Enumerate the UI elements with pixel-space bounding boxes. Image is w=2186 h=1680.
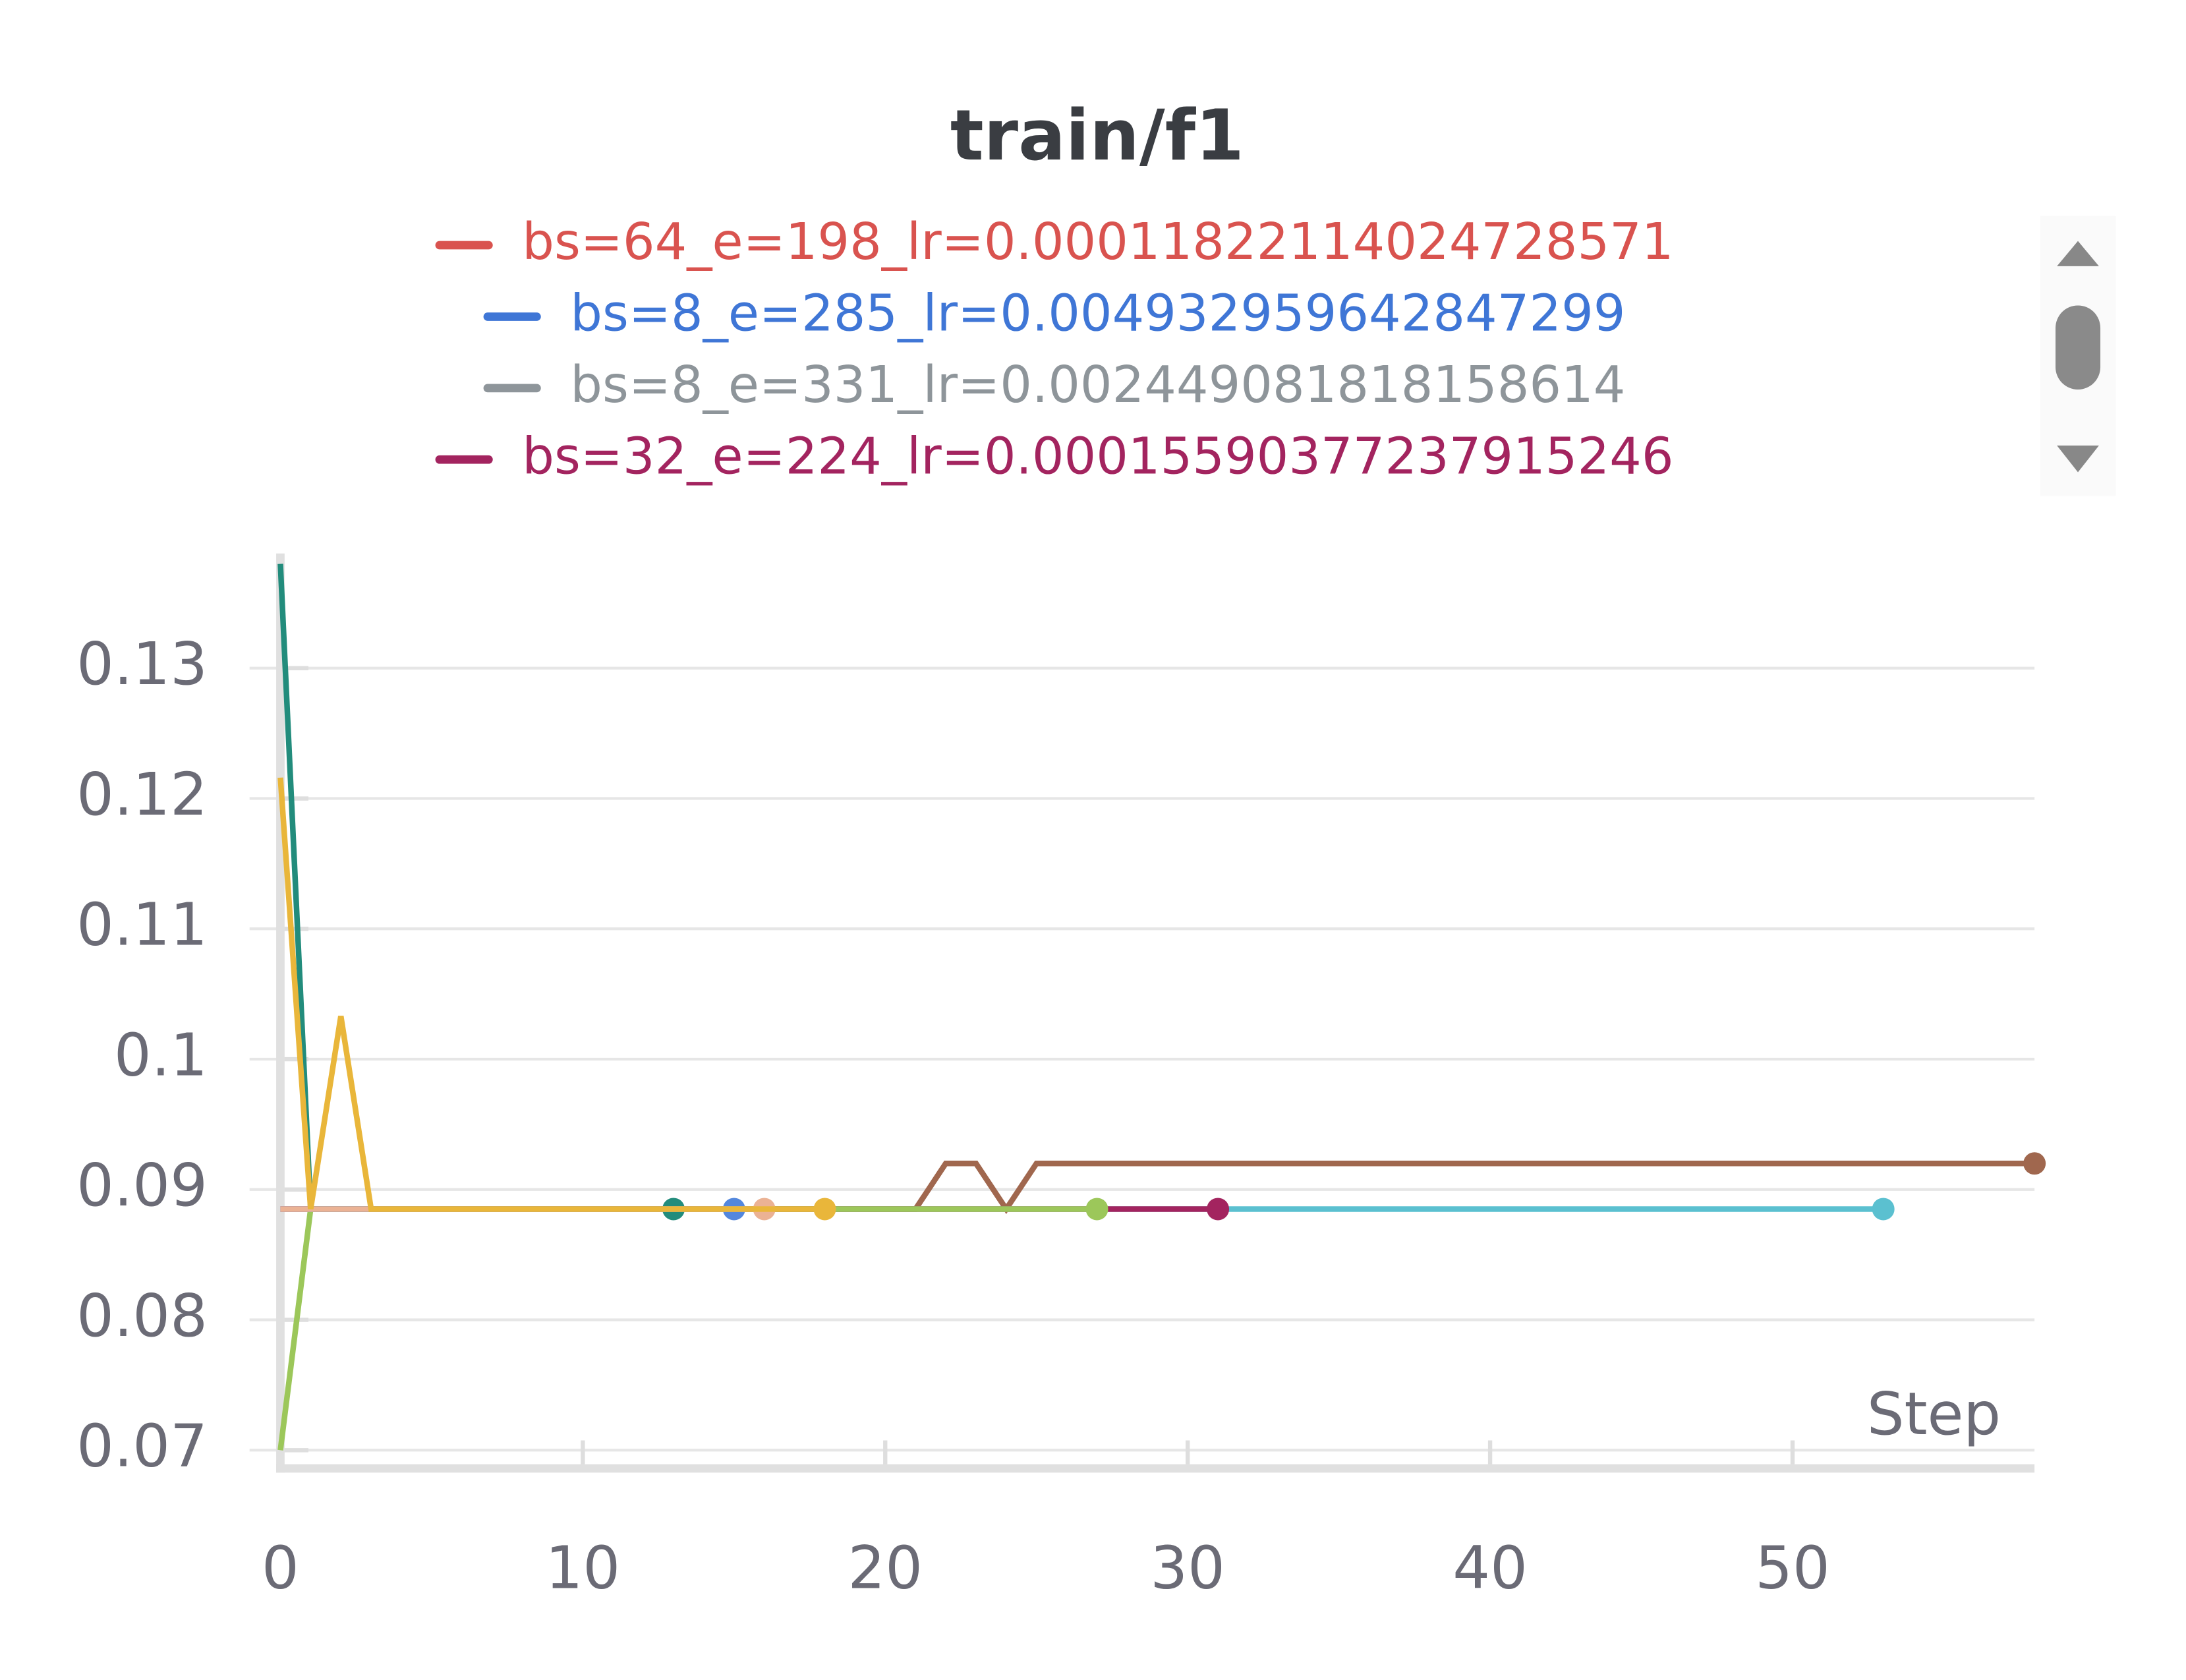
scroll-down[interactable] <box>2057 446 2099 473</box>
y-tick-label: 0.09 <box>76 1151 208 1220</box>
series-end-point <box>1872 1198 1895 1221</box>
legend-scroll[interactable] <box>2040 216 2116 496</box>
y-tick-label: 0.1 <box>114 1021 208 1089</box>
legend-item: bs=64_e=198_lr=0.00011822114024728571 <box>435 213 1674 272</box>
scroll-thumb[interactable] <box>2056 305 2101 390</box>
legend-label: bs=32_e=224_lr=0.00015590377237915246 <box>522 427 1673 486</box>
x-axis-label: Step <box>1867 1380 2001 1449</box>
x-tick-label: 40 <box>1453 1534 1528 1603</box>
y-tick-label: 0.13 <box>76 630 208 699</box>
y-tick-label: 0.11 <box>76 891 208 960</box>
series-end-point <box>1085 1198 1108 1221</box>
x-tick-label: 10 <box>546 1534 621 1603</box>
legend-label: bs=64_e=198_lr=0.00011822114024728571 <box>522 213 1673 272</box>
x-tick-label: 0 <box>262 1534 299 1603</box>
series-line <box>277 564 674 1212</box>
series-line <box>277 1206 1097 1451</box>
series-line <box>280 1160 2035 1215</box>
series-end-point <box>813 1198 836 1221</box>
chart-title: train/f1 <box>950 95 1244 177</box>
y-tick-label: 0.12 <box>76 761 208 829</box>
x-tick-label: 20 <box>848 1534 923 1603</box>
x-tick-label: 30 <box>1150 1534 1225 1603</box>
series-line <box>277 777 825 1212</box>
legend-label: bs=8_e=285_lr=0.004932959642847299 <box>570 284 1625 343</box>
x-tick-label: 50 <box>1755 1534 1830 1603</box>
scroll-up[interactable] <box>2057 241 2099 266</box>
series-end-point <box>2023 1152 2046 1175</box>
legend-item: bs=8_e=285_lr=0.004932959642847299 <box>483 284 1625 343</box>
legend-label: bs=8_e=331_lr=0.002449081818158614 <box>570 356 1625 415</box>
legend-item: bs=8_e=331_lr=0.002449081818158614 <box>483 356 1625 415</box>
y-tick-label: 0.08 <box>76 1282 208 1350</box>
y-tick-label: 0.07 <box>76 1412 208 1481</box>
legend-item: bs=32_e=224_lr=0.00015590377237915246 <box>435 427 1674 486</box>
series-end-point <box>1207 1198 1230 1221</box>
